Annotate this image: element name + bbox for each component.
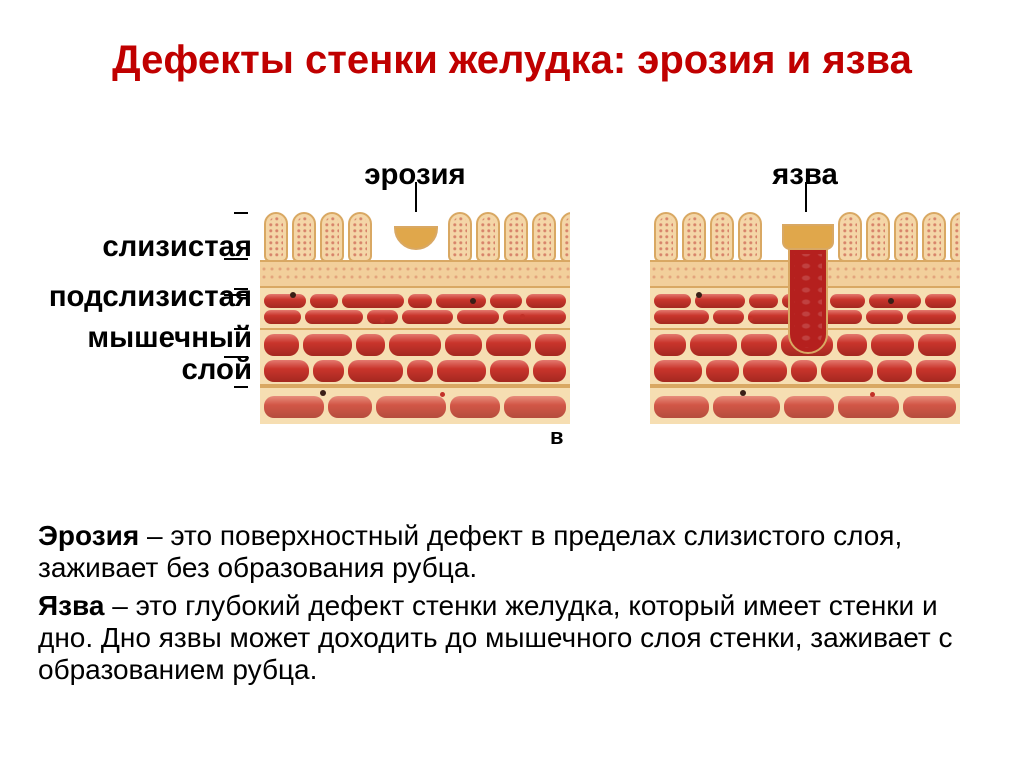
panel-erosion <box>260 200 570 430</box>
layer-serosa <box>260 386 570 424</box>
tick <box>224 294 248 296</box>
term-ulcer: Язва <box>38 590 104 621</box>
layer-serosa <box>650 386 960 424</box>
layer-muscularis <box>260 328 570 386</box>
tick <box>234 328 248 330</box>
pointer-line <box>415 182 417 212</box>
tick <box>234 212 248 214</box>
panel-letter: в <box>550 424 564 450</box>
ulcer-lesion <box>778 210 838 360</box>
definitions: Эрозия – это поверхностный дефект в пред… <box>38 520 986 692</box>
label-mucosa: слизистая <box>32 230 252 264</box>
term-erosion: Эрозия <box>38 520 139 551</box>
layer-submucosa <box>260 288 570 328</box>
text-ulcer: – это глубокий дефект стенки желудка, ко… <box>38 590 952 685</box>
panel-ulcer <box>650 200 960 430</box>
tick <box>224 258 248 260</box>
definition-ulcer: Язва – это глубокий дефект стенки желудк… <box>38 590 986 686</box>
erosion-lesion <box>388 210 444 250</box>
tick <box>224 356 248 358</box>
definition-erosion: Эрозия – это поверхностный дефект в пред… <box>38 520 986 584</box>
pointer-line <box>805 182 807 212</box>
tick <box>234 288 248 290</box>
diagram: эрозия язва слизистая подслизистая мышеч… <box>0 150 1024 450</box>
label-submucosa: подслизистая <box>32 280 252 314</box>
layer-mucosa-base <box>260 260 570 288</box>
label-muscularis: мышечный слой <box>32 322 252 387</box>
slide-title: Дефекты стенки желудка: эрозия и язва <box>0 38 1024 83</box>
tick <box>234 386 248 388</box>
text-erosion: – это поверхностный дефект в пределах сл… <box>38 520 902 583</box>
